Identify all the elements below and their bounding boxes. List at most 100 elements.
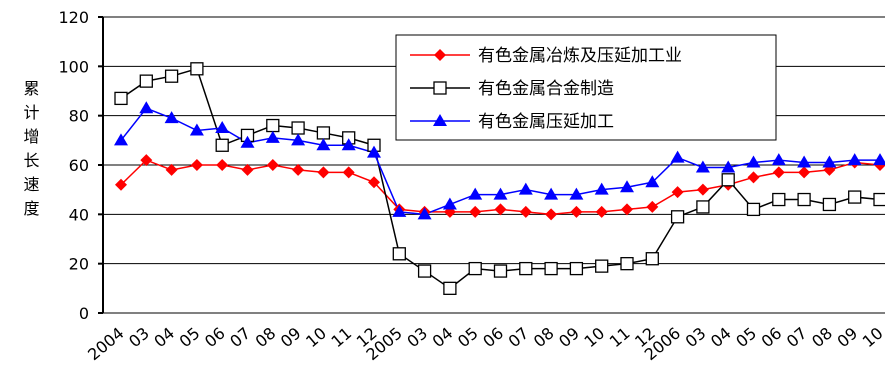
marker bbox=[721, 160, 736, 173]
marker bbox=[392, 247, 406, 261]
marker bbox=[292, 163, 305, 176]
marker bbox=[240, 135, 255, 148]
marker bbox=[190, 62, 204, 76]
marker bbox=[392, 204, 407, 217]
marker bbox=[721, 173, 735, 187]
marker bbox=[594, 182, 609, 195]
x-tick-label: 06 bbox=[479, 324, 507, 352]
x-tick-label: 05 bbox=[732, 324, 760, 352]
marker bbox=[316, 126, 331, 140]
y-tick-label: 0 bbox=[79, 304, 89, 323]
y-tick-label: 80 bbox=[69, 107, 89, 126]
marker bbox=[368, 176, 380, 189]
x-tick-label: 03 bbox=[682, 324, 710, 352]
x-tick-label: 11 bbox=[606, 324, 634, 352]
marker bbox=[696, 200, 710, 214]
marker bbox=[670, 150, 685, 163]
x-tick-label: 10 bbox=[580, 324, 608, 352]
y-tick-label: 20 bbox=[69, 255, 89, 274]
marker bbox=[620, 180, 634, 193]
legend-marker bbox=[433, 81, 447, 95]
marker bbox=[545, 208, 558, 221]
marker bbox=[443, 281, 457, 295]
marker bbox=[771, 153, 786, 166]
marker bbox=[241, 163, 254, 176]
marker bbox=[266, 118, 280, 133]
marker bbox=[696, 183, 709, 196]
marker bbox=[670, 210, 685, 224]
marker bbox=[469, 205, 482, 218]
marker bbox=[139, 74, 153, 88]
marker bbox=[746, 202, 761, 217]
x-tick-label: 2004 bbox=[84, 324, 127, 365]
y-axis-label: 累计增长速度 bbox=[21, 80, 40, 224]
x-tick-label: 09 bbox=[277, 324, 305, 352]
x-tick-label: 03 bbox=[403, 324, 431, 352]
marker bbox=[645, 252, 659, 266]
marker bbox=[367, 145, 381, 158]
marker bbox=[797, 192, 811, 207]
marker bbox=[316, 138, 331, 151]
x-tick-label: 07 bbox=[783, 324, 811, 352]
marker bbox=[139, 101, 154, 114]
x-tick-label: 09 bbox=[555, 324, 583, 352]
marker bbox=[772, 166, 785, 179]
legend-marker bbox=[434, 49, 446, 61]
x-tick-label: 10 bbox=[302, 324, 330, 352]
x-tick-label: 03 bbox=[125, 324, 153, 352]
marker bbox=[798, 166, 811, 179]
marker bbox=[519, 205, 532, 218]
marker bbox=[215, 121, 230, 133]
marker bbox=[695, 160, 710, 173]
marker bbox=[519, 261, 533, 276]
x-tick-label: 07 bbox=[505, 324, 533, 352]
marker bbox=[620, 257, 634, 271]
marker bbox=[164, 111, 179, 124]
marker bbox=[873, 192, 885, 207]
marker bbox=[165, 163, 178, 176]
marker bbox=[266, 159, 279, 171]
legend-label: 有色金属压延加工 bbox=[478, 112, 614, 132]
marker bbox=[494, 203, 507, 216]
x-tick-label: 05 bbox=[454, 324, 482, 352]
x-tick-label: 09 bbox=[833, 324, 861, 352]
marker bbox=[291, 133, 306, 146]
marker bbox=[216, 159, 229, 171]
marker bbox=[544, 187, 559, 200]
marker bbox=[215, 138, 229, 152]
marker bbox=[114, 133, 128, 146]
legend-label: 有色金属合金制造 bbox=[478, 79, 614, 99]
marker bbox=[746, 155, 761, 168]
marker bbox=[341, 138, 356, 151]
marker bbox=[114, 91, 128, 106]
y-tick-label: 40 bbox=[69, 205, 89, 224]
marker bbox=[291, 121, 305, 135]
marker bbox=[569, 261, 584, 276]
marker bbox=[518, 182, 533, 195]
marker bbox=[848, 190, 862, 204]
marker bbox=[493, 264, 508, 278]
x-tick-label: 10 bbox=[859, 324, 885, 352]
marker bbox=[115, 178, 127, 191]
x-tick-label: 08 bbox=[530, 324, 558, 352]
marker bbox=[671, 186, 684, 199]
y-tick-label: 60 bbox=[69, 156, 89, 175]
marker bbox=[570, 205, 583, 218]
y-tick-label: 100 bbox=[58, 57, 89, 76]
marker bbox=[544, 261, 558, 276]
x-tick-label: 08 bbox=[252, 324, 280, 352]
x-tick-label: 04 bbox=[429, 324, 457, 352]
marker bbox=[645, 175, 660, 188]
y-tick-label: 120 bbox=[58, 8, 89, 27]
marker bbox=[468, 187, 483, 200]
marker bbox=[417, 207, 432, 220]
marker bbox=[747, 171, 760, 184]
x-tick-label: 04 bbox=[707, 324, 735, 352]
marker bbox=[417, 264, 432, 278]
marker bbox=[797, 155, 812, 168]
marker bbox=[621, 203, 633, 216]
marker bbox=[164, 69, 179, 83]
marker bbox=[569, 187, 584, 200]
x-tick-label: 11 bbox=[327, 324, 355, 352]
x-tick-label: 06 bbox=[758, 324, 786, 352]
